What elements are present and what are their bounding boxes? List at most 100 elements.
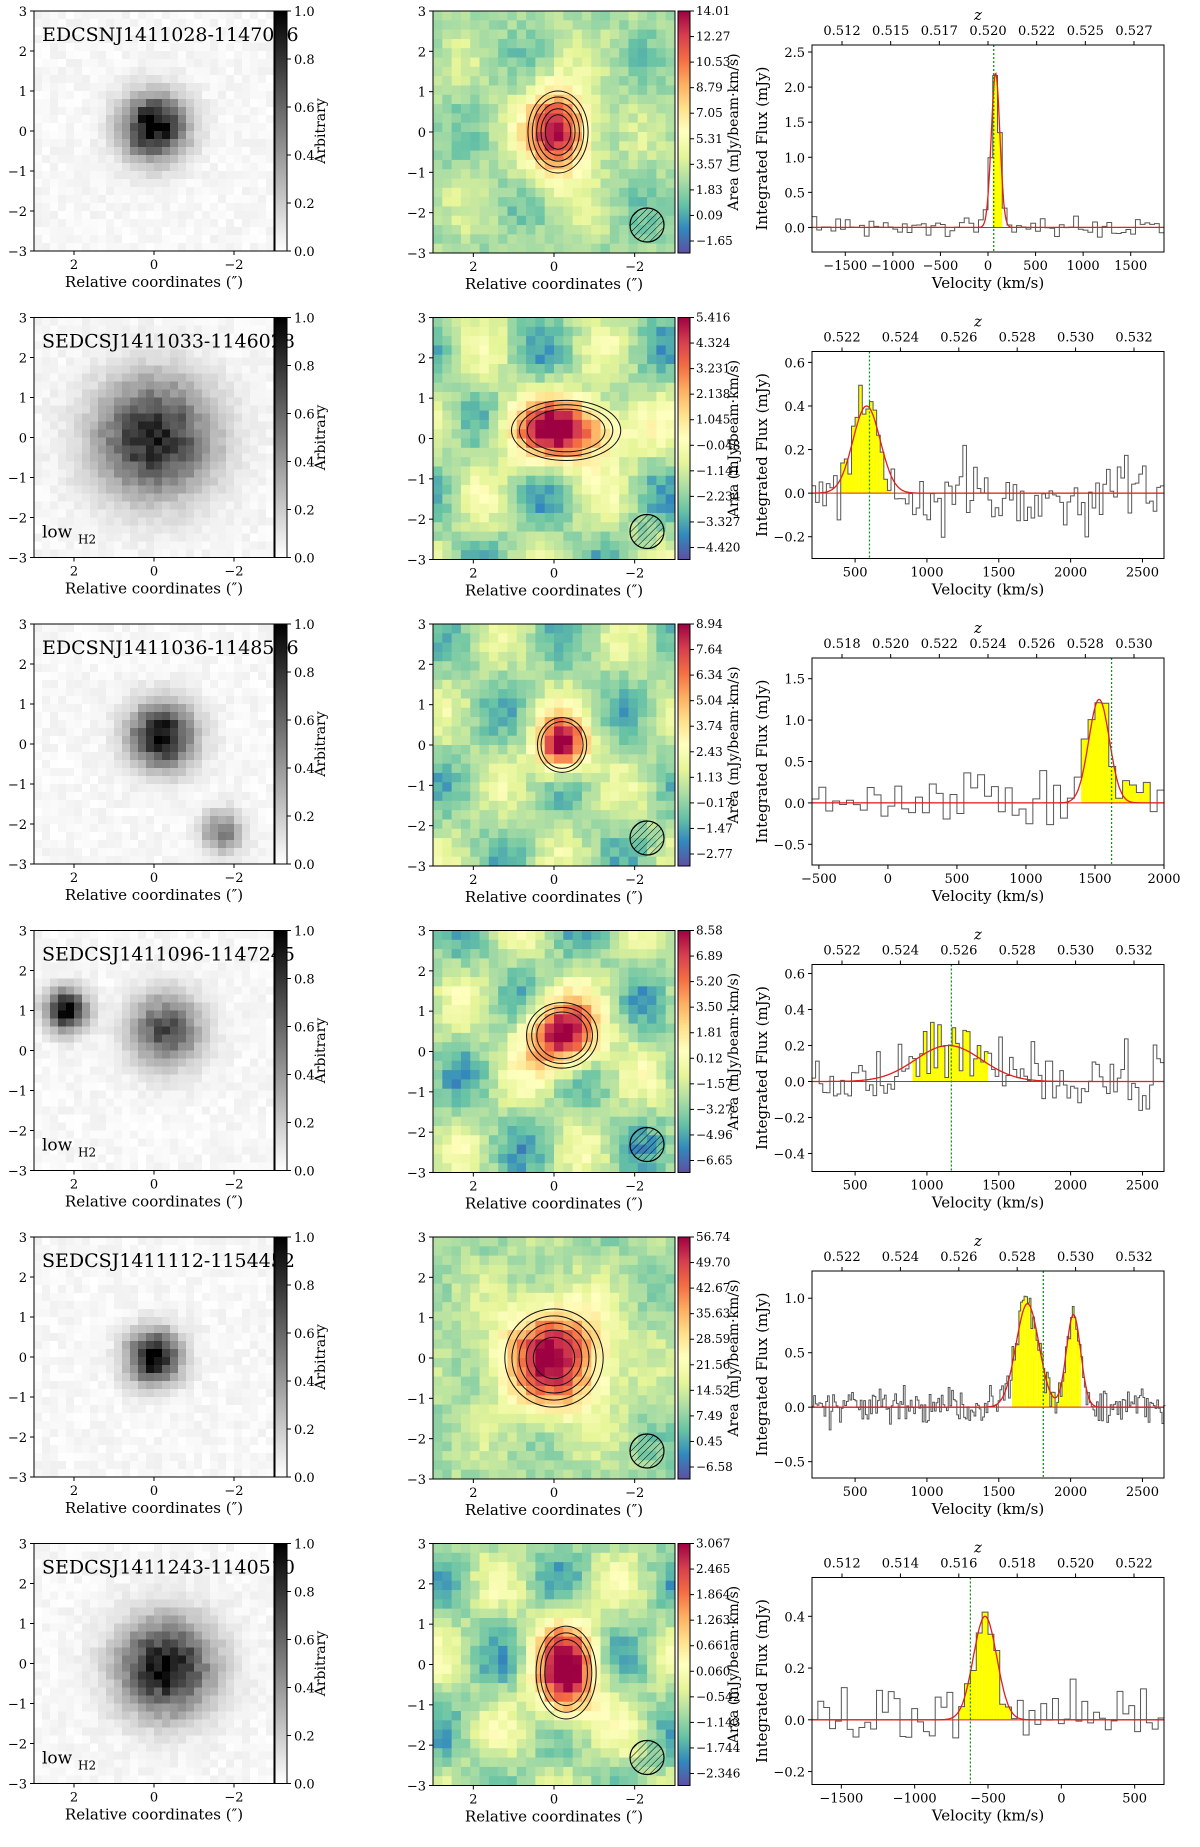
- y-tick-label: 0: [19, 738, 27, 753]
- contour: [540, 721, 584, 769]
- y-tick-label: −0.2: [773, 1766, 805, 1781]
- cbar-tick-label: 10.53: [696, 55, 730, 69]
- y-tick-label: 2.0: [784, 81, 805, 96]
- cbar-tick-label: 7.49: [696, 1409, 723, 1423]
- cbar-tick-label: 0.0: [294, 552, 315, 567]
- fill-bin: [1060, 1396, 1062, 1408]
- y-tick-label: 0.4: [784, 1004, 805, 1019]
- y-tick-label: 1: [418, 1618, 426, 1633]
- optical-colorbar: [274, 930, 288, 1171]
- contour: [536, 1011, 588, 1060]
- y-tick-label: −2: [407, 820, 426, 835]
- beam-ellipse: [629, 1739, 665, 1776]
- y-tick-label: 3: [418, 1231, 426, 1246]
- spectrum-y-label: Integrated Flux (mJy): [753, 986, 771, 1150]
- z-tick-label: 0.522: [823, 1250, 860, 1265]
- cbar-tick-label: 0.0: [294, 1778, 315, 1793]
- line-fill: [1081, 702, 1151, 803]
- x-tick-label: 0: [550, 1180, 558, 1195]
- z-tick-label: 0.522: [1018, 24, 1055, 39]
- x-tick-label: −2: [224, 258, 243, 273]
- x-tick-label: 500: [843, 566, 868, 581]
- cbar-tick-label: −2.346: [696, 1767, 740, 1781]
- x-tick-label: 2: [469, 1793, 477, 1808]
- cbar-tick-label: 0.2: [294, 197, 315, 212]
- low-h2-label: low: [42, 1749, 73, 1769]
- y-tick-label: 0: [19, 1351, 27, 1366]
- spectrum-frame: [811, 351, 1165, 559]
- optical-cbar-label: Arbitrary: [313, 1324, 329, 1391]
- y-tick-label: −3: [407, 554, 426, 569]
- fill-bin: [1011, 1346, 1014, 1408]
- contour: [536, 102, 580, 162]
- cbar-tick-label: 0.6: [294, 1327, 315, 1342]
- moment-cbar-label: Area (mJy/beam·km/s): [726, 666, 742, 824]
- x-tick-label: 1500: [982, 1179, 1015, 1194]
- fill-bin: [958, 1706, 965, 1720]
- line-fill: [1011, 1296, 1081, 1408]
- beam-ellipse: [629, 1433, 665, 1469]
- fill-bin: [1143, 782, 1151, 803]
- fill-bin: [1024, 1296, 1026, 1408]
- y-tick-label: 0: [19, 1658, 27, 1673]
- contour: [544, 114, 572, 150]
- spectrum-y-label: Integrated Flux (mJy): [753, 680, 771, 844]
- y-tick-label: 0: [19, 432, 27, 447]
- beam-ellipse: [629, 820, 665, 856]
- x-axis-label: Relative coordinates (″): [465, 1501, 643, 1519]
- cbar-tick-label: 1.0: [294, 618, 315, 633]
- z-tick-label: 0.528: [1067, 637, 1104, 652]
- z-tick-label: 0.532: [1115, 1250, 1152, 1265]
- cbar-tick-label: 0.8: [294, 1586, 315, 1601]
- cbar-tick-label: 0.060: [696, 1664, 730, 1678]
- y-tick-label: 1.5: [784, 673, 805, 688]
- fill-bin: [984, 1051, 988, 1082]
- x-tick-label: −2: [625, 1793, 644, 1808]
- x-tick-label: 2: [70, 565, 78, 580]
- cbar-tick-label: −2.77: [696, 847, 733, 861]
- fill-bin: [1032, 1316, 1035, 1408]
- cbar-tick-label: 0.8: [294, 360, 315, 375]
- fill-bin: [980, 1061, 985, 1082]
- y-tick-label: 3: [19, 5, 27, 20]
- cbar-tick-label: −0.048: [696, 438, 740, 452]
- cbar-tick-label: 1.864: [696, 1588, 731, 1602]
- y-tick-label: 0.5: [784, 1347, 805, 1362]
- y-tick-label: 2: [418, 965, 426, 980]
- optical-colorbar: [274, 317, 288, 558]
- optical-panel: SEDCSJ1411243-1140510 low H2 −3 −2 −1 0 1 2 3 2 0 −2…: [8, 1538, 329, 1824]
- x-tick-label: 0: [150, 1178, 158, 1193]
- y-tick-label: −1: [8, 778, 27, 793]
- z-tick-label: 0.528: [999, 1250, 1036, 1265]
- cbar-tick-label: 2.43: [696, 745, 723, 759]
- fill-bin: [923, 1031, 927, 1082]
- spectrum-panel: 500 1000 1500 2000 2500 −0.5 0.0 0.5 1.0 0.522 0.5…: [753, 1232, 1166, 1518]
- x-tick-label: 2500: [1126, 1179, 1159, 1194]
- y-tick-label: −0.4: [773, 1148, 805, 1163]
- cbar-tick-label: 8.58: [696, 924, 723, 938]
- cbar-tick-label: −4.96: [696, 1128, 733, 1142]
- cbar-tick-label: 7.05: [696, 106, 723, 120]
- cbar-tick-label: 0.6: [294, 101, 315, 116]
- z-tick-label: 0.524: [969, 637, 1006, 652]
- cbar-tick-label: 1.13: [696, 770, 723, 784]
- optical-colorbar: [274, 10, 288, 252]
- x-tick-label: 0: [1057, 1792, 1065, 1807]
- cbar-tick-label: 0.6: [294, 1021, 315, 1036]
- y-tick-label: 1: [19, 1311, 27, 1326]
- x-tick-label: 0: [150, 1484, 158, 1499]
- z-tick-label: 0.532: [1115, 944, 1152, 959]
- cbar-tick-label: 0.12: [696, 1051, 723, 1065]
- spectrum-line: [812, 384, 1164, 538]
- y-tick-label: −3: [8, 1471, 27, 1486]
- y-tick-label: 3: [19, 925, 27, 940]
- cbar-tick-label: 35.63: [696, 1307, 730, 1321]
- y-tick-label: 0.4: [784, 400, 805, 415]
- cbar-tick-label: 14.01: [696, 4, 730, 18]
- fill-bin: [1101, 703, 1109, 803]
- fill-bin: [847, 473, 852, 494]
- x-tick-label: 0: [884, 872, 892, 887]
- fill-bin: [962, 1030, 967, 1082]
- y-tick-label: 2: [19, 1271, 27, 1286]
